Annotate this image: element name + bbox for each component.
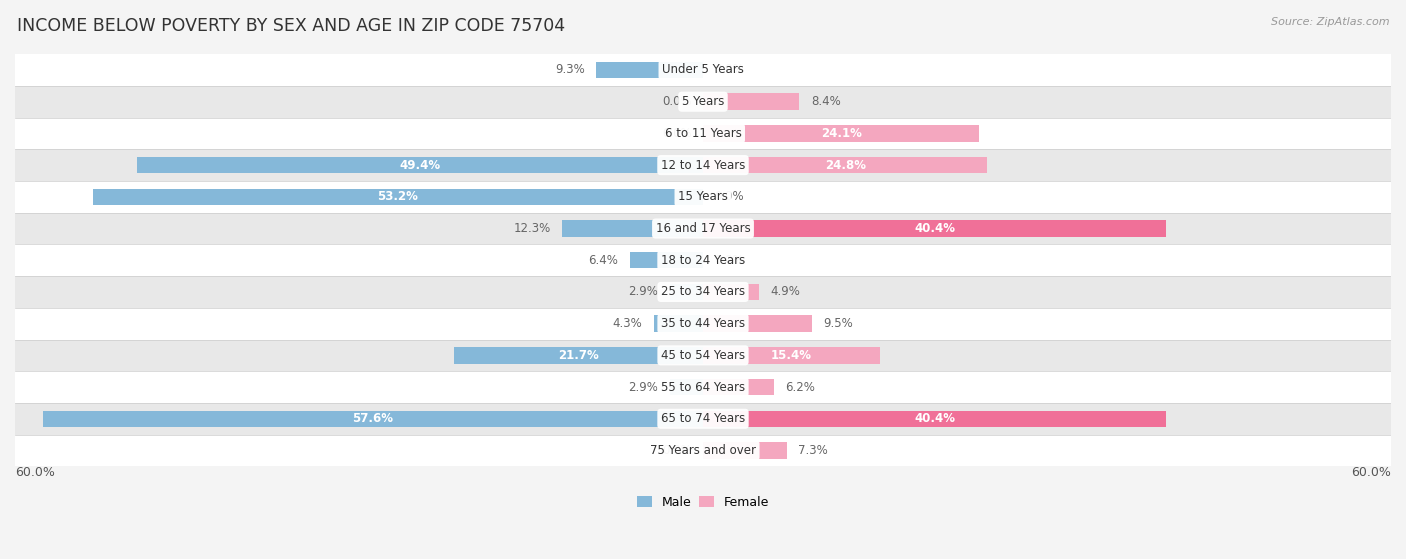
Text: 49.4%: 49.4% — [399, 159, 440, 172]
Bar — [15, 308, 1391, 339]
Text: 8.4%: 8.4% — [811, 95, 841, 108]
Bar — [703, 284, 759, 300]
Bar — [15, 212, 1391, 244]
Text: 6 to 11 Years: 6 to 11 Years — [665, 127, 741, 140]
Text: INCOME BELOW POVERTY BY SEX AND AGE IN ZIP CODE 75704: INCOME BELOW POVERTY BY SEX AND AGE IN Z… — [17, 17, 565, 35]
Bar — [703, 379, 775, 395]
Bar — [15, 276, 1391, 308]
Bar — [654, 315, 703, 332]
Bar — [15, 403, 1391, 435]
Text: 9.3%: 9.3% — [555, 64, 585, 77]
Bar — [669, 284, 703, 300]
Text: 53.2%: 53.2% — [378, 190, 419, 203]
Text: 4.3%: 4.3% — [613, 317, 643, 330]
Bar — [15, 371, 1391, 403]
Text: 15 Years: 15 Years — [678, 190, 728, 203]
Text: 0.0%: 0.0% — [662, 95, 692, 108]
Bar — [562, 220, 703, 237]
Text: 21.7%: 21.7% — [558, 349, 599, 362]
Bar — [42, 410, 703, 427]
Bar — [703, 220, 1166, 237]
Bar — [15, 149, 1391, 181]
Text: 45 to 54 Years: 45 to 54 Years — [661, 349, 745, 362]
Bar — [703, 125, 980, 141]
Text: Source: ZipAtlas.com: Source: ZipAtlas.com — [1271, 17, 1389, 27]
Bar — [703, 410, 1166, 427]
Bar — [703, 347, 880, 363]
Text: 7.3%: 7.3% — [799, 444, 828, 457]
Text: 6.2%: 6.2% — [786, 381, 815, 394]
Legend: Male, Female: Male, Female — [631, 491, 775, 514]
Text: 35 to 44 Years: 35 to 44 Years — [661, 317, 745, 330]
Bar — [703, 442, 787, 459]
Bar — [15, 117, 1391, 149]
Text: 40.4%: 40.4% — [914, 413, 955, 425]
Bar — [15, 86, 1391, 117]
Bar — [93, 188, 703, 205]
Text: 40.4%: 40.4% — [914, 222, 955, 235]
Text: 15.4%: 15.4% — [770, 349, 811, 362]
Text: 0.0%: 0.0% — [714, 254, 744, 267]
Bar — [669, 379, 703, 395]
Text: 12.3%: 12.3% — [513, 222, 551, 235]
Bar — [15, 54, 1391, 86]
Text: 6.4%: 6.4% — [588, 254, 619, 267]
Text: 65 to 74 Years: 65 to 74 Years — [661, 413, 745, 425]
Bar — [15, 435, 1391, 466]
Bar — [15, 181, 1391, 212]
Bar — [630, 252, 703, 268]
Text: 57.6%: 57.6% — [353, 413, 394, 425]
Text: 4.9%: 4.9% — [770, 286, 800, 299]
Text: 0.0%: 0.0% — [714, 64, 744, 77]
Text: Under 5 Years: Under 5 Years — [662, 64, 744, 77]
Text: 18 to 24 Years: 18 to 24 Years — [661, 254, 745, 267]
Text: 16 and 17 Years: 16 and 17 Years — [655, 222, 751, 235]
Text: 24.1%: 24.1% — [821, 127, 862, 140]
Bar — [703, 157, 987, 173]
Text: 12 to 14 Years: 12 to 14 Years — [661, 159, 745, 172]
Text: 0.0%: 0.0% — [662, 444, 692, 457]
Text: 2.9%: 2.9% — [628, 381, 658, 394]
Text: 2.9%: 2.9% — [628, 286, 658, 299]
Text: 5 Years: 5 Years — [682, 95, 724, 108]
Bar — [454, 347, 703, 363]
Text: 60.0%: 60.0% — [15, 466, 55, 480]
Text: 25 to 34 Years: 25 to 34 Years — [661, 286, 745, 299]
Bar — [15, 339, 1391, 371]
Bar — [703, 93, 800, 110]
Text: 0.0%: 0.0% — [714, 190, 744, 203]
Bar — [15, 244, 1391, 276]
Text: 0.0%: 0.0% — [662, 127, 692, 140]
Text: 75 Years and over: 75 Years and over — [650, 444, 756, 457]
Bar — [136, 157, 703, 173]
Bar — [596, 61, 703, 78]
Bar — [703, 315, 811, 332]
Text: 55 to 64 Years: 55 to 64 Years — [661, 381, 745, 394]
Text: 60.0%: 60.0% — [1351, 466, 1391, 480]
Text: 9.5%: 9.5% — [824, 317, 853, 330]
Text: 24.8%: 24.8% — [825, 159, 866, 172]
